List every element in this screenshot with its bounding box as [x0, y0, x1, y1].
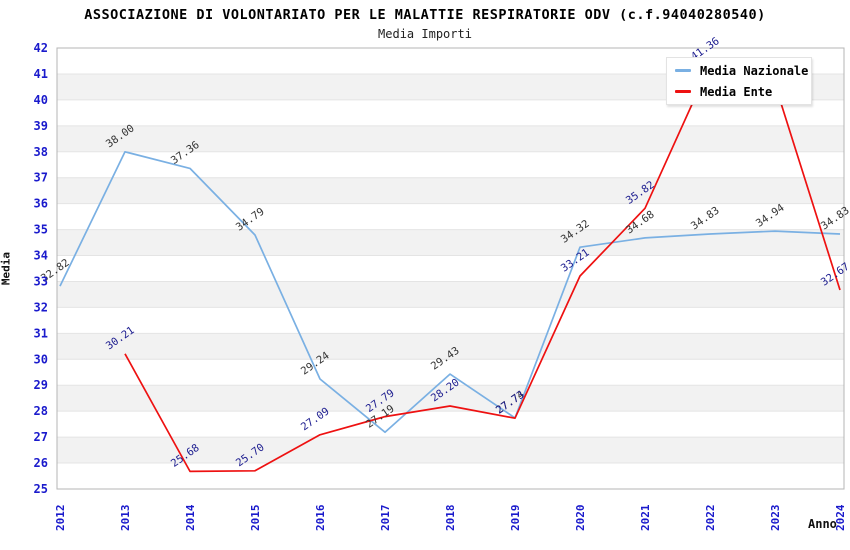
x-tick-label: 2012 — [54, 505, 67, 532]
legend-swatch-media-ente-icon — [675, 90, 691, 93]
x-tick-label: 2020 — [574, 505, 587, 532]
x-tick-label: 2018 — [444, 505, 457, 532]
x-tick-label: 2023 — [769, 505, 782, 532]
x-tick-label: 2019 — [509, 505, 522, 532]
y-tick-label: 26 — [34, 456, 48, 470]
point-label: 34.83 — [819, 205, 850, 233]
y-tick-label: 29 — [34, 378, 48, 392]
plot-band — [57, 333, 844, 360]
plot-band — [57, 281, 844, 308]
plot-band — [57, 437, 844, 464]
y-tick-label: 33 — [34, 274, 48, 288]
plot-band — [57, 125, 844, 152]
legend: Media Nazionale Media Ente — [666, 57, 812, 105]
x-tick-label: 2017 — [379, 505, 392, 532]
y-tick-label: 41 — [34, 67, 48, 81]
legend-entry-media-ente: Media Ente — [667, 83, 811, 100]
point-label: 34.94 — [754, 202, 787, 230]
y-tick-label: 40 — [34, 93, 48, 107]
y-tick-label: 30 — [34, 352, 48, 366]
series-line-media-nazionale — [59, 150, 841, 434]
y-tick-label: 35 — [34, 223, 48, 237]
point-label: 34.83 — [689, 205, 722, 233]
legend-label: Media Ente — [700, 84, 773, 99]
x-tick-label: 2015 — [249, 505, 262, 532]
y-tick-label: 36 — [34, 197, 48, 211]
legend-label: Media Nazionale — [700, 63, 809, 78]
x-axis-title: Anno — [808, 517, 837, 531]
y-tick-label: 42 — [34, 41, 48, 55]
legend-swatch-media-nazionale-icon — [675, 69, 691, 72]
legend-entry-media-nazionale: Media Nazionale — [667, 62, 811, 79]
y-axis-title: Media — [0, 251, 13, 286]
x-tick-label: 2024 — [834, 504, 847, 531]
x-tick-label: 2016 — [314, 504, 327, 531]
y-tick-label: 27 — [34, 430, 48, 444]
y-tick-label: 31 — [34, 326, 48, 340]
y-tick-label: 34 — [34, 249, 48, 263]
x-tick-label: 2013 — [119, 505, 132, 532]
plot-band — [57, 177, 844, 204]
x-tick-label: 2022 — [704, 505, 717, 532]
chart-title: ASSOCIAZIONE DI VOLONTARIATO PER LE MALA… — [84, 7, 766, 23]
y-tick-label: 28 — [34, 404, 48, 418]
plot-border — [56, 47, 845, 490]
x-tick-label: 2021 — [639, 504, 652, 531]
x-tick-label: 2014 — [184, 504, 197, 531]
y-tick-label: 39 — [34, 119, 48, 133]
y-tick-label: 37 — [34, 171, 48, 185]
y-tick-label: 38 — [34, 145, 48, 159]
chart-subtitle: Media Importi — [378, 27, 472, 41]
y-tick-label: 25 — [34, 482, 48, 496]
y-tick-label: 32 — [34, 300, 48, 314]
